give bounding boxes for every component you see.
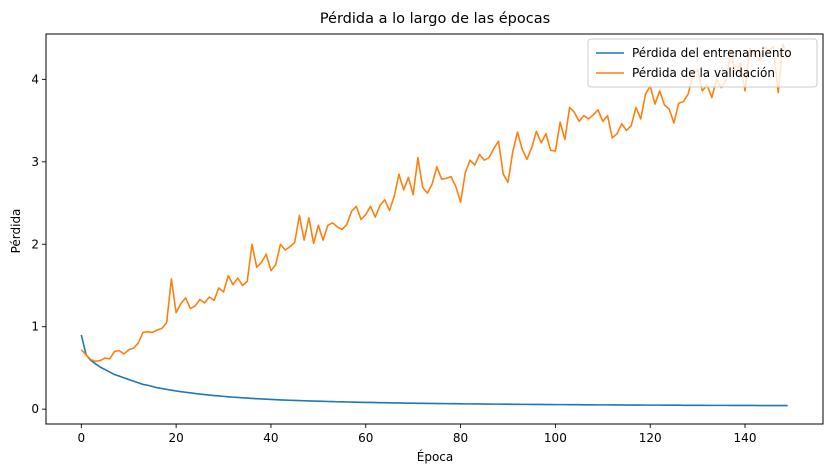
legend-label-2: Pérdida de la validación — [632, 66, 775, 80]
y-tick-label: 4 — [31, 72, 39, 86]
plot-area — [80, 43, 789, 407]
x-tick-label: 100 — [544, 431, 567, 445]
y-axis-label: Pérdida — [9, 209, 23, 254]
y-axis-ticks: 0 1 2 3 4 — [31, 72, 46, 416]
series-line-1 — [80, 334, 788, 407]
x-tick-label: 140 — [734, 431, 757, 445]
y-tick-label: 2 — [31, 237, 39, 251]
y-tick-label: 0 — [31, 402, 39, 416]
legend-box — [587, 38, 818, 88]
plot-frame — [45, 33, 824, 425]
x-tick-label: 60 — [358, 431, 373, 445]
series-line-2 — [80, 43, 789, 363]
x-tick-label: 80 — [453, 431, 468, 445]
y-tick-label: 3 — [31, 155, 39, 169]
legend: Pérdida del entrenamiento Pérdida de la v… — [587, 38, 818, 88]
x-tick-label: 40 — [263, 431, 278, 445]
legend-label-1: Pérdida del entrenamiento — [632, 46, 792, 60]
y-tick-label: 1 — [31, 320, 39, 334]
x-tick-label: 20 — [168, 431, 183, 445]
x-tick-label: 0 — [77, 431, 85, 445]
x-axis-ticks: 0 20 40 60 80 100 120 140 — [77, 424, 756, 445]
chart-title: Pérdida a lo largo de las épocas — [320, 11, 550, 27]
x-tick-label: 120 — [639, 431, 662, 445]
x-axis-label: Época — [417, 449, 454, 464]
